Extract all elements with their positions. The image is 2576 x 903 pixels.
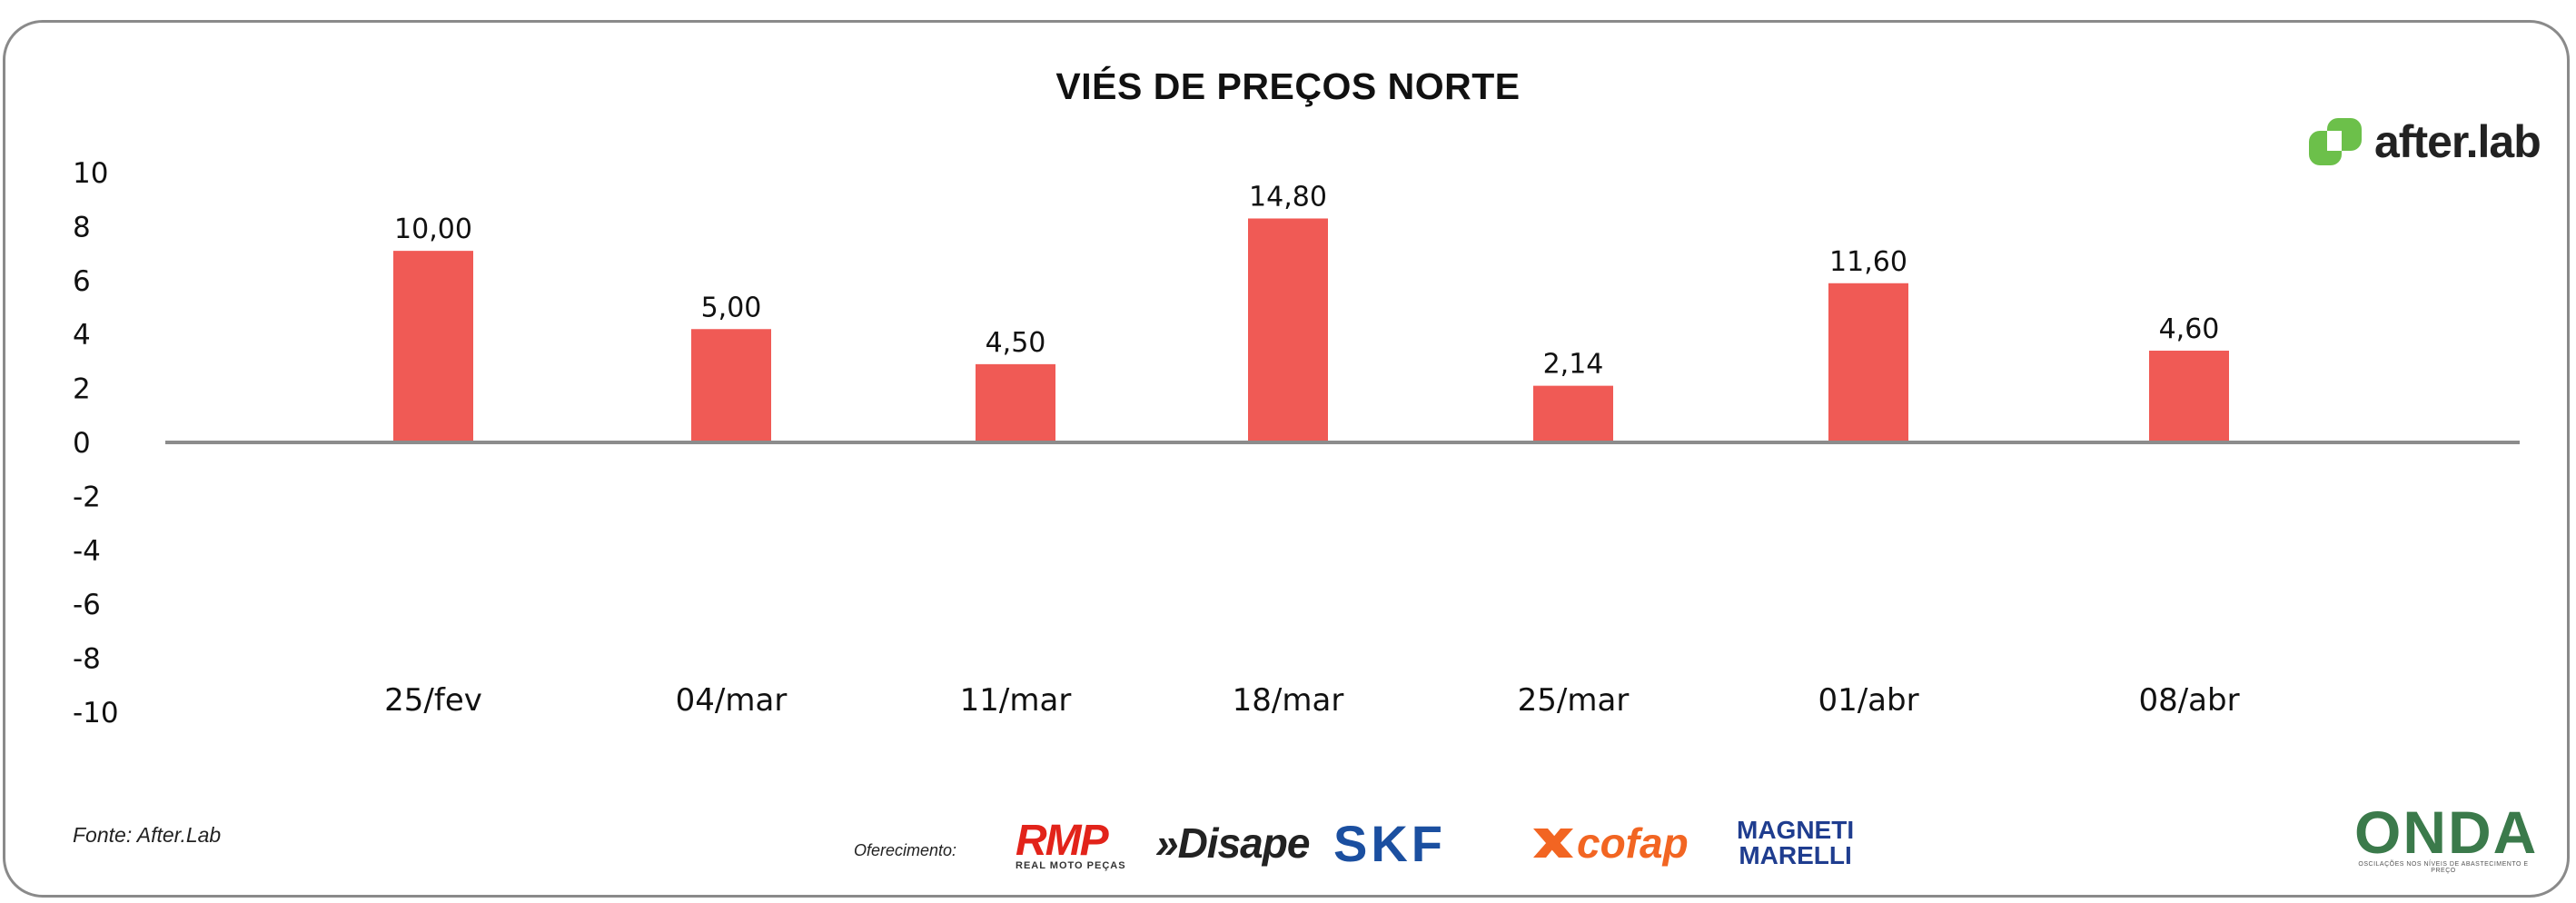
skf-logo: SKF	[1333, 814, 1446, 872]
y-tick-label: -10	[73, 697, 119, 729]
bar	[976, 363, 1055, 442]
chart-frame	[3, 20, 2570, 898]
y-tick-label: -8	[73, 643, 101, 676]
bar	[1533, 385, 1613, 442]
data-label: 4,60	[2159, 313, 2220, 345]
data-label: 4,50	[986, 327, 1046, 359]
x-tick-label: 18/mar	[1233, 682, 1344, 719]
x-tick-label: 11/mar	[960, 682, 1072, 719]
y-tick-label: 10	[73, 157, 108, 190]
disape-logo: »Disape	[1155, 819, 1310, 867]
bar	[2149, 351, 2229, 442]
cofap-logo: cofap	[1530, 814, 1689, 872]
rmp-logo: RMP REAL MOTO PEÇAS	[1016, 814, 1126, 872]
x-tick-label: 25/fev	[384, 682, 482, 719]
onda-logo-text: ONDA	[2354, 799, 2539, 866]
y-tick-label: -4	[73, 535, 101, 568]
cofap-x-icon	[1533, 829, 1573, 858]
y-tick-label: 4	[73, 319, 91, 352]
rmp-logo-text: RMP	[1016, 816, 1109, 865]
y-tick-label: 8	[73, 211, 91, 243]
source-note: Fonte: After.Lab	[73, 823, 222, 847]
marelli-logo-text: MARELLI	[1739, 841, 1852, 869]
y-tick-label: -2	[73, 481, 101, 513]
x-tick-label: 04/mar	[676, 682, 788, 719]
cofap-logo-text: cofap	[1577, 819, 1689, 867]
data-label: 5,00	[701, 292, 762, 323]
x-tick-label: 08/abr	[2138, 682, 2239, 719]
afterlab-logo-icon	[2307, 116, 2365, 167]
magneti-logo-text: MAGNETI	[1737, 816, 1855, 844]
afterlab-logo-text: after.lab	[2374, 116, 2541, 167]
x-tick-label: 01/abr	[1818, 682, 1918, 719]
data-label: 2,14	[1543, 349, 1604, 381]
data-label: 10,00	[394, 213, 472, 245]
afterlab-logo: after.lab	[2307, 114, 2541, 169]
sponsor-label: Oferecimento:	[854, 841, 957, 859]
y-tick-label: 0	[73, 427, 91, 460]
onda-logo: ONDA OSCILAÇÕES NOS NÍVEIS DE ABASTECIME…	[2354, 799, 2539, 874]
bar	[393, 251, 473, 442]
data-label: 11,60	[1829, 246, 1907, 278]
bar	[1248, 218, 1328, 442]
bar	[1828, 283, 1908, 442]
rmp-logo-subtext: REAL MOTO PEÇAS	[1016, 859, 1126, 871]
y-tick-label: -6	[73, 589, 101, 621]
y-tick-label: 2	[73, 373, 91, 406]
data-label: 14,80	[1249, 181, 1327, 213]
x-tick-label: 25/mar	[1518, 682, 1630, 719]
chart-title: VIÉS DE PREÇOS NORTE	[1055, 65, 1521, 107]
magneti-marelli-logo: MAGNETI MARELLI	[1737, 814, 1854, 872]
onda-logo-subtext: OSCILAÇÕES NOS NÍVEIS DE ABASTECIMENTO E…	[2358, 861, 2529, 874]
y-tick-label: 6	[73, 265, 91, 298]
bar	[691, 329, 771, 442]
